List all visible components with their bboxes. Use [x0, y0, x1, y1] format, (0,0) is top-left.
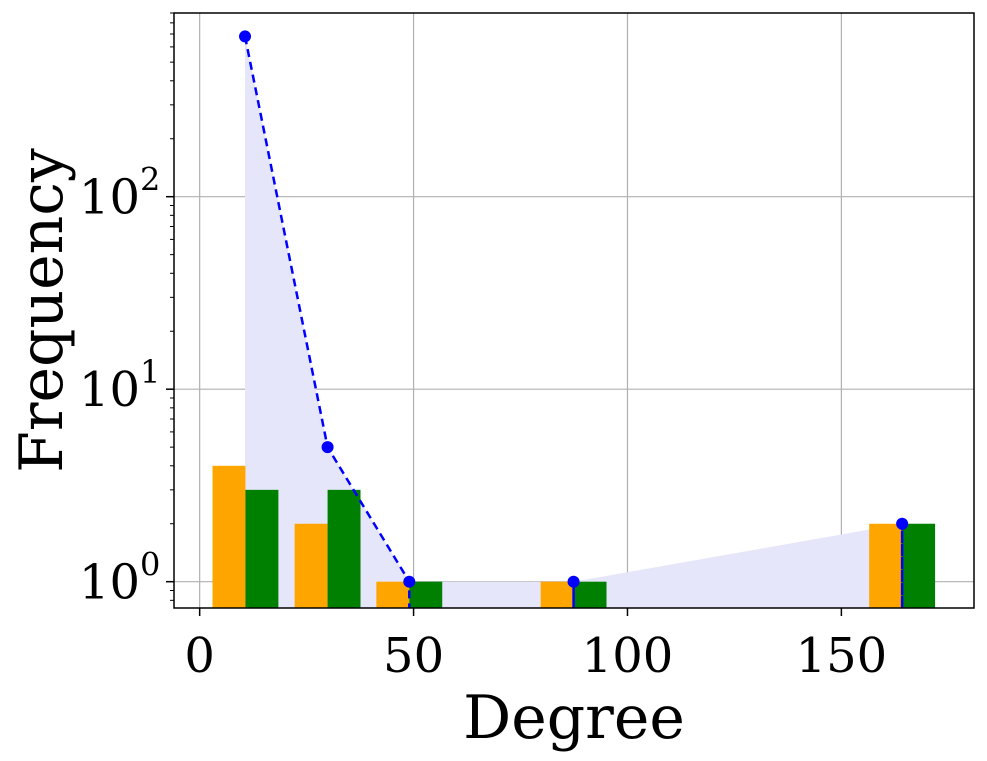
y-tick-base: 10 [79, 362, 140, 418]
y-tick-label: 10 1 [79, 353, 160, 418]
bar [869, 523, 903, 608]
y-tick-exponent: 2 [140, 161, 160, 199]
y-tick-exponent: 0 [140, 546, 160, 584]
y-axis-label: Frequency [7, 148, 77, 473]
data-point [403, 575, 416, 588]
data-point [239, 30, 252, 43]
x-tick-label: 0 [184, 628, 215, 684]
line-layer [239, 30, 909, 608]
x-tick-label: 150 [796, 628, 888, 684]
bar [376, 581, 410, 608]
data-point [896, 517, 909, 530]
data-point [321, 441, 334, 454]
y-tick-exponent: 1 [140, 353, 160, 391]
y-tick-base: 10 [79, 555, 140, 611]
bar [245, 489, 279, 608]
bar [409, 581, 443, 608]
y-tick-base: 10 [79, 170, 140, 226]
x-tick-label: 100 [582, 628, 674, 684]
bar [573, 581, 607, 608]
bar [327, 489, 361, 608]
bar [902, 523, 936, 608]
x-tick-label: 50 [383, 628, 444, 684]
x-axis-label: Degree [463, 683, 685, 753]
data-point [567, 575, 580, 588]
bar [540, 581, 574, 608]
bar [212, 465, 246, 608]
y-tick-label: 10 0 [79, 546, 160, 611]
plot-frame [173, 12, 975, 609]
y-tick-label: 10 2 [79, 161, 160, 226]
bar [294, 523, 328, 608]
bars [212, 465, 936, 608]
